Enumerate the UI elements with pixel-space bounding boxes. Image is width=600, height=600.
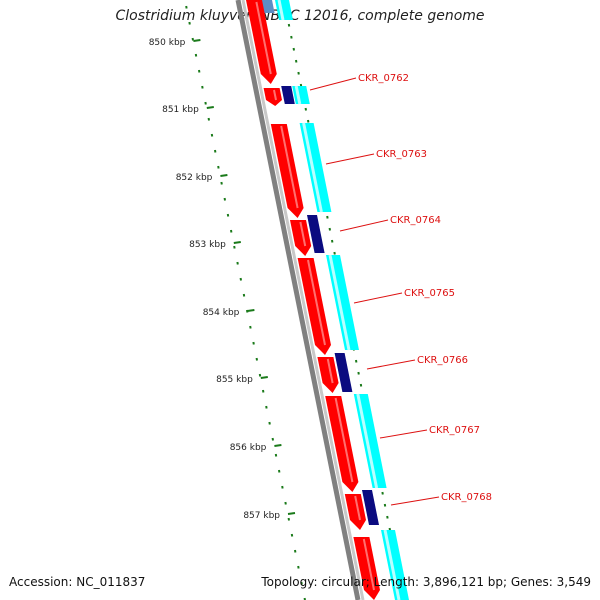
scale-tick <box>274 444 282 447</box>
scale-label: 853 kbp <box>189 240 226 250</box>
ring-segment-highlight <box>294 85 302 105</box>
gene-leader-line <box>379 429 428 439</box>
gene-leader-line <box>353 292 403 304</box>
genome-summary-text: Topology: circular; Length: 3,896,121 bp… <box>261 575 591 589</box>
cds-arrow[interactable] <box>325 396 359 492</box>
ring-segment-cyan <box>353 394 387 488</box>
backbone-line <box>235 0 361 600</box>
cds-arrow-highlight <box>334 397 354 483</box>
cds-arrow[interactable] <box>317 357 339 393</box>
scale-tick <box>206 106 214 109</box>
cds-arrow-highlight <box>354 495 361 521</box>
gene-label-ckr-0763[interactable]: CKR_0763 <box>376 149 427 160</box>
map-title: Clostridium kluyveri NBRC 12016, complet… <box>115 8 485 24</box>
scale-tick <box>287 512 296 515</box>
gene-label-ckr-0766[interactable]: CKR_0766 <box>417 355 468 366</box>
gene-label-ckr-0762[interactable]: CKR_0762 <box>358 73 409 84</box>
cds-arrow[interactable] <box>290 220 312 256</box>
scale-tick <box>233 241 241 244</box>
scale-axis: 850 kbp 851 kbp 852 kbp 853 kbp 854 kbp 855 k… <box>149 38 296 521</box>
gene-leader-line <box>390 496 440 506</box>
ring-segment-highlight <box>356 393 379 489</box>
ring-segment-highlight <box>302 122 323 213</box>
ring-segment-cyan <box>275 0 293 20</box>
ring-segment-navy <box>334 353 353 392</box>
cds-arrow[interactable] <box>263 88 282 106</box>
feature-rings <box>259 0 409 600</box>
scale-label: 856 kbp <box>230 443 267 453</box>
scale-tick <box>220 174 228 177</box>
cds-arrow-highlight <box>307 259 326 346</box>
cds-arrow[interactable] <box>344 494 366 530</box>
gene-leader-line <box>339 219 389 232</box>
scale-label: 852 kbp <box>176 173 213 183</box>
ring-segment-highlight <box>383 529 401 600</box>
ring-segment-highlight <box>277 0 285 21</box>
accession-text: Accession: NC_011837 <box>9 575 146 589</box>
scale-label: 855 kbp <box>216 375 253 385</box>
ring-segment-navy <box>362 490 379 525</box>
cds-arrow-highlight <box>326 358 334 384</box>
gene-label-ckr-0767[interactable]: CKR_0767 <box>429 425 480 436</box>
ring-segment-highlight <box>328 254 351 351</box>
cds-arrow-highlight <box>255 1 272 75</box>
cds-arrow-highlight <box>299 221 307 247</box>
scale-label: 857 kbp <box>243 511 280 521</box>
gene-label-ckr-0764[interactable]: CKR_0764 <box>390 215 441 226</box>
ring-segment-cyan <box>299 123 332 212</box>
gene-labels: CKR_0762 CKR_0763 CKR_0764 CKR_0765 CKR_0766… <box>309 73 492 506</box>
gene-label-ckr-0765[interactable]: CKR_0765 <box>404 288 455 299</box>
ring-segment-cyan <box>292 86 310 104</box>
scale-label: 854 kbp <box>203 308 240 318</box>
backbone-highlight <box>241 0 365 600</box>
cds-arrow-highlight <box>362 538 375 591</box>
gene-leader-line <box>309 77 357 91</box>
ring-segment-navy <box>281 86 295 104</box>
cds-arrow-highlight <box>273 89 277 101</box>
scale-tick <box>193 39 201 42</box>
gene-label-ckr-0768[interactable]: CKR_0768 <box>441 492 492 503</box>
ring-segment-cyan <box>381 530 409 600</box>
scale-label: 850 kbp <box>149 38 186 48</box>
gene-leader-line <box>366 359 416 370</box>
scale-tick <box>260 376 268 379</box>
scale-label: 851 kbp <box>162 105 199 115</box>
ring-segment-navy <box>307 215 325 253</box>
scale-tick <box>247 309 255 312</box>
cds-arrow[interactable] <box>297 258 331 355</box>
cds-arrow-highlight <box>280 125 299 209</box>
backbone-track <box>235 0 365 600</box>
cds-track <box>246 0 380 600</box>
gene-leader-line <box>325 153 375 165</box>
